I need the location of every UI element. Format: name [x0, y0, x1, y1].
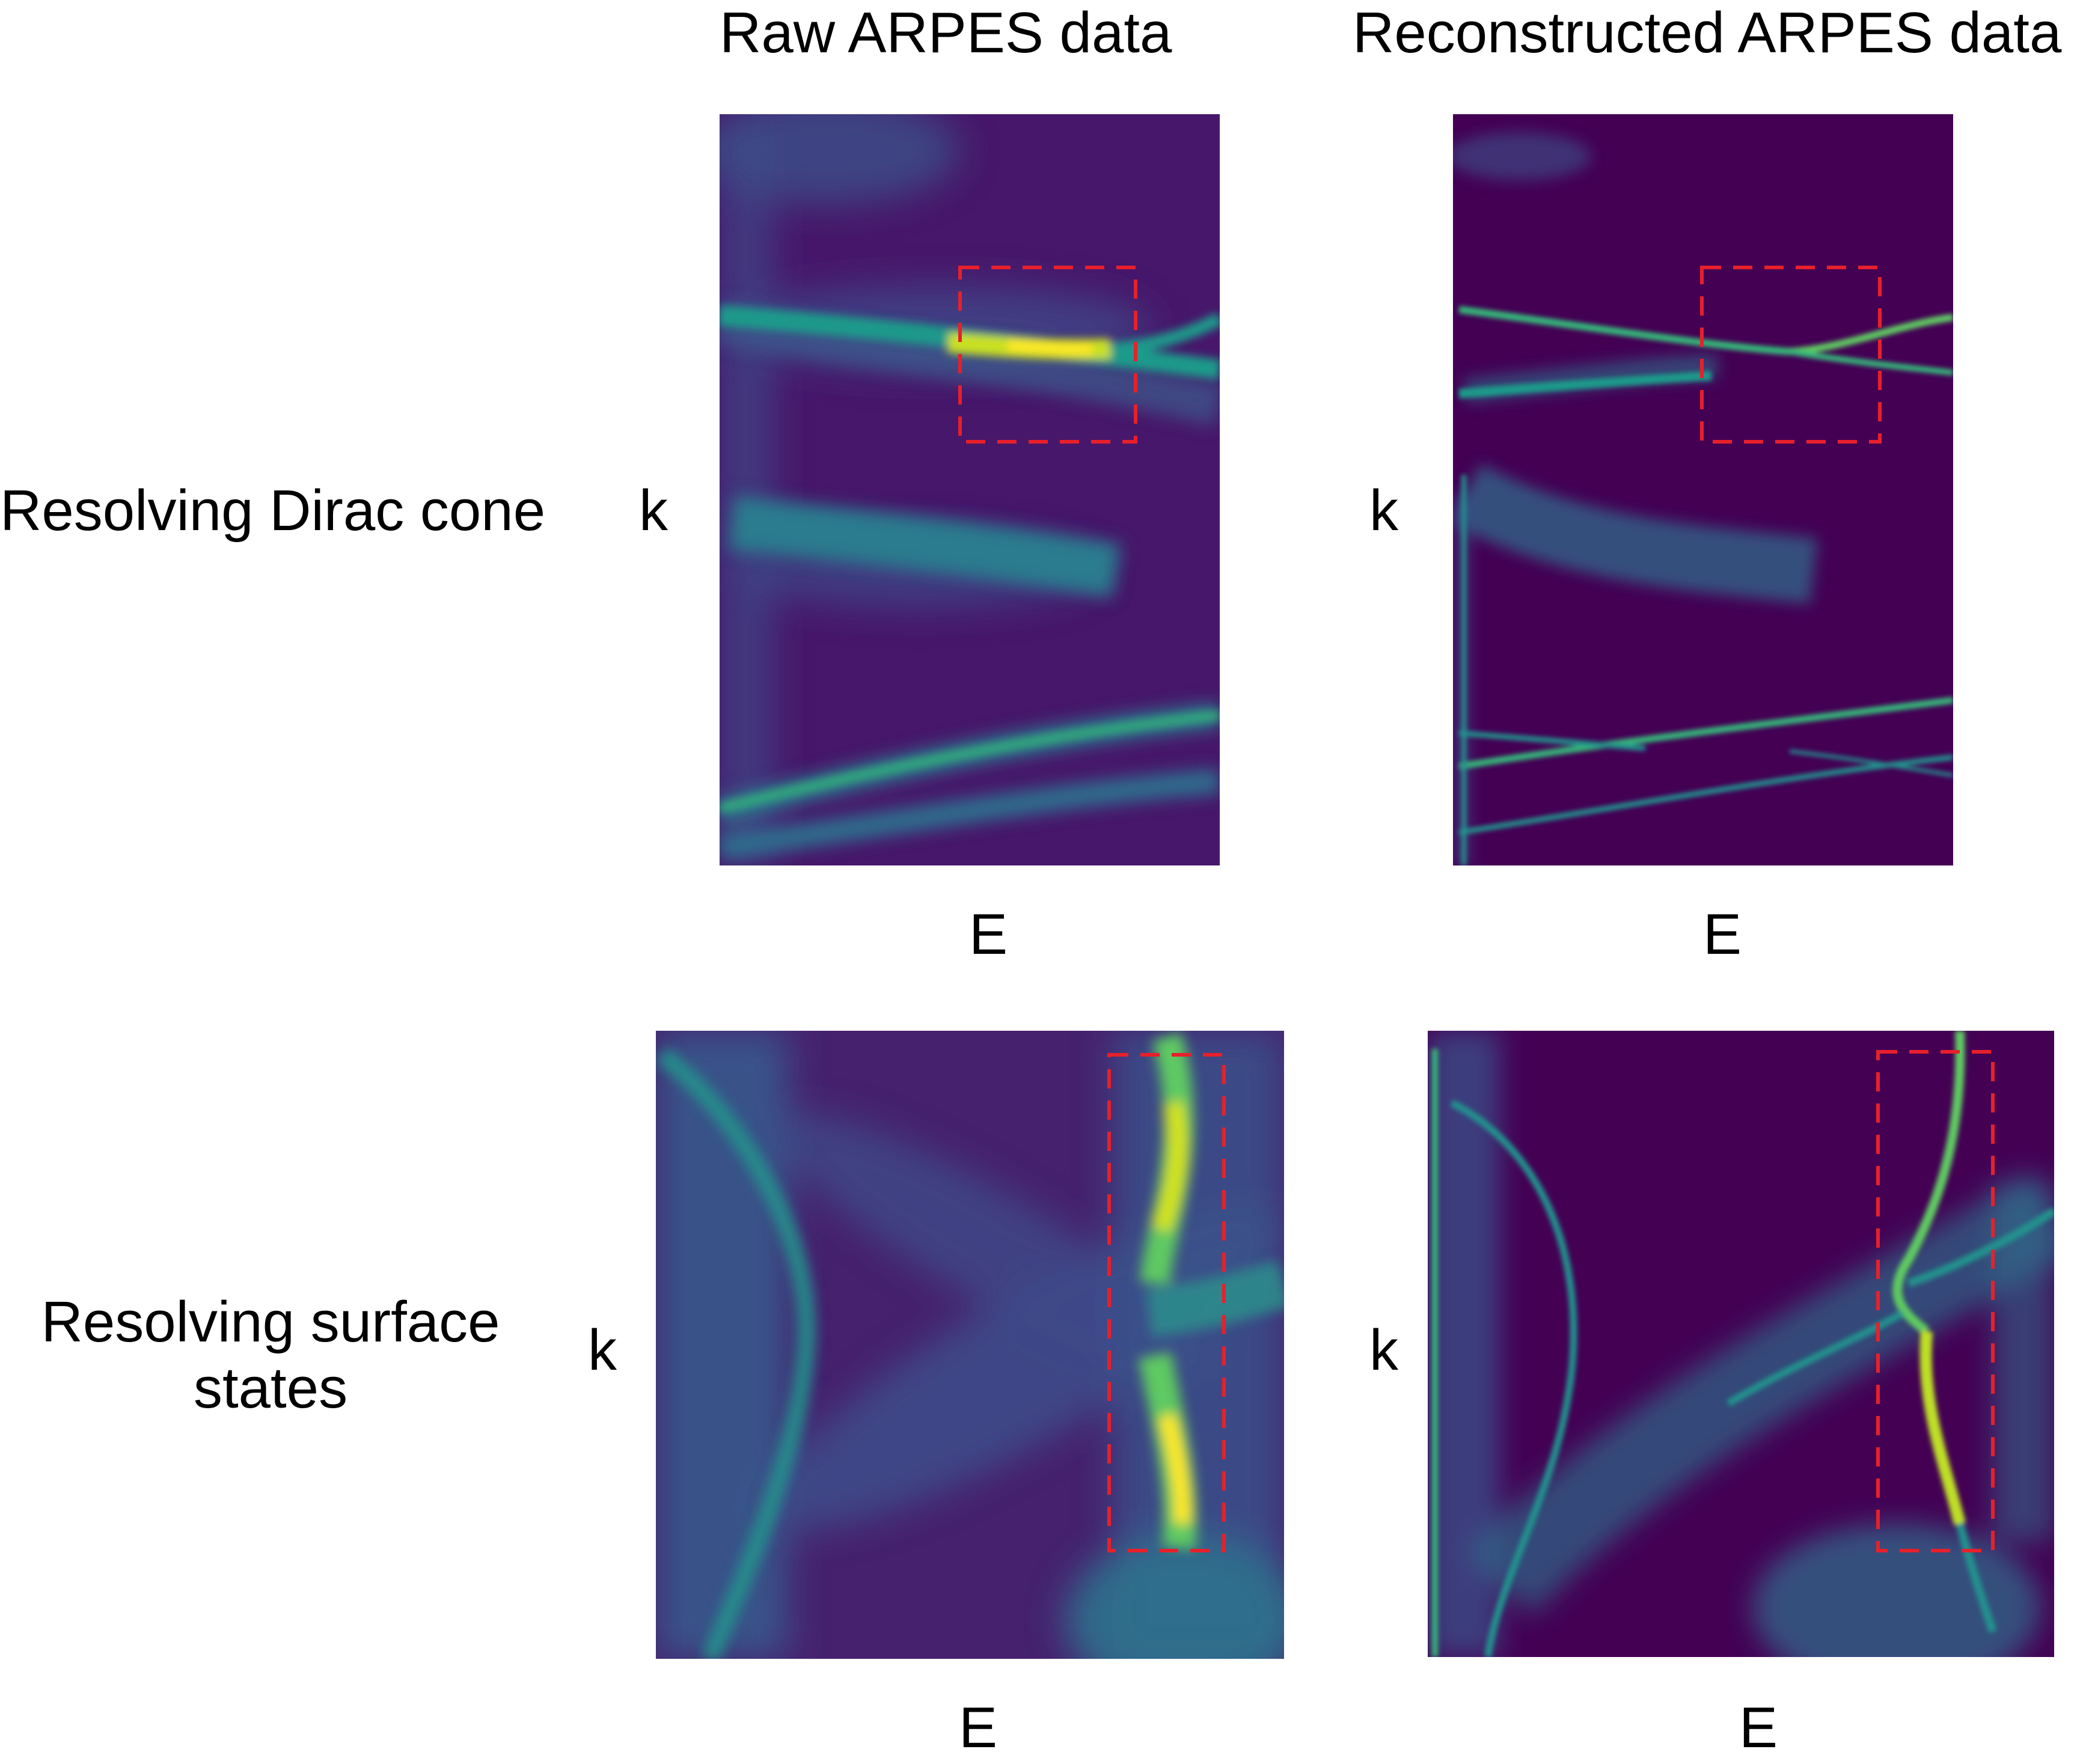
- row-label-line: Resolving surface: [41, 1290, 500, 1354]
- x-axis-label-e: E: [1739, 1695, 1778, 1760]
- y-axis-label-k: k: [1369, 478, 1398, 543]
- row-label-line: Resolving Dirac cone: [0, 478, 546, 543]
- y-axis-label-k: k: [639, 478, 668, 543]
- raw-surface-states-map: [656, 1031, 1284, 1659]
- highlight-box: [1700, 266, 1882, 444]
- reconstructed-surface-states-map: [1428, 1031, 2054, 1657]
- highlight-box: [1107, 1053, 1226, 1552]
- y-axis-label-k: k: [588, 1318, 617, 1382]
- x-axis-label-e: E: [959, 1695, 998, 1760]
- reconstructed-dirac-cone-map: [1453, 114, 1953, 865]
- row-label-line: states: [193, 1356, 348, 1421]
- highlight-box: [1876, 1050, 1995, 1552]
- highlight-box: [958, 266, 1137, 444]
- y-axis-label-k: k: [1369, 1318, 1398, 1382]
- row-label-dirac-cone: Resolving Dirac cone: [0, 478, 545, 544]
- x-axis-label-e: E: [969, 902, 1008, 966]
- x-axis-label-e: E: [1703, 902, 1742, 966]
- column-title-raw: Raw ARPES data: [720, 1, 1172, 65]
- column-title-reconstructed: Reconstructed ARPES data: [1353, 1, 2062, 65]
- panel-background: [720, 114, 1220, 865]
- row-label-surface-states: Resolving surface states: [30, 1289, 511, 1422]
- raw-dirac-cone-map: [720, 114, 1220, 865]
